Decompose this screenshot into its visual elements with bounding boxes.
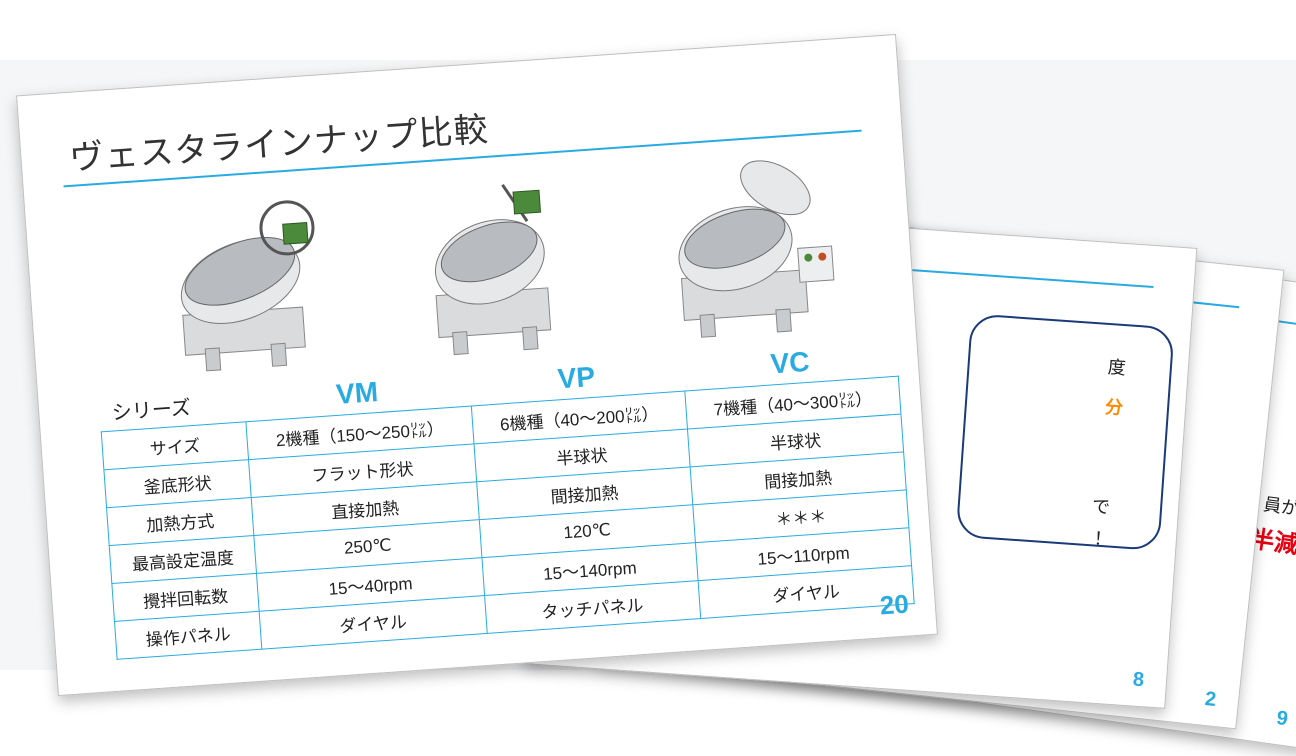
product-image-vc <box>633 150 845 344</box>
page-number: 2 <box>1204 688 1217 712</box>
page-number: 9 <box>1275 707 1289 731</box>
page-number: 20 <box>879 589 910 622</box>
comparison-table: シリーズ VM VP VC サイズ2機種（150～250㍑）6機種（40～200… <box>98 336 915 660</box>
product-image-vm <box>135 185 347 379</box>
speech-bubble-outline <box>956 313 1175 551</box>
product-images-row <box>134 140 846 378</box>
page-number: 8 <box>1132 669 1145 693</box>
fragment-text-orange: 分 <box>1104 393 1124 420</box>
product-image-vp <box>384 167 596 361</box>
fragment-text: で <box>1091 492 1111 519</box>
fragment-text: 度 <box>1107 353 1127 380</box>
slide-card-front: ヴェスタラインナップ比較 <box>16 34 938 696</box>
comparison-table-wrap: シリーズ VM VP VC サイズ2機種（150～250㍑）6機種（40～200… <box>98 336 915 660</box>
fragment-text: ！ <box>1093 524 1113 551</box>
fragment-text: 員が <box>1262 490 1296 521</box>
